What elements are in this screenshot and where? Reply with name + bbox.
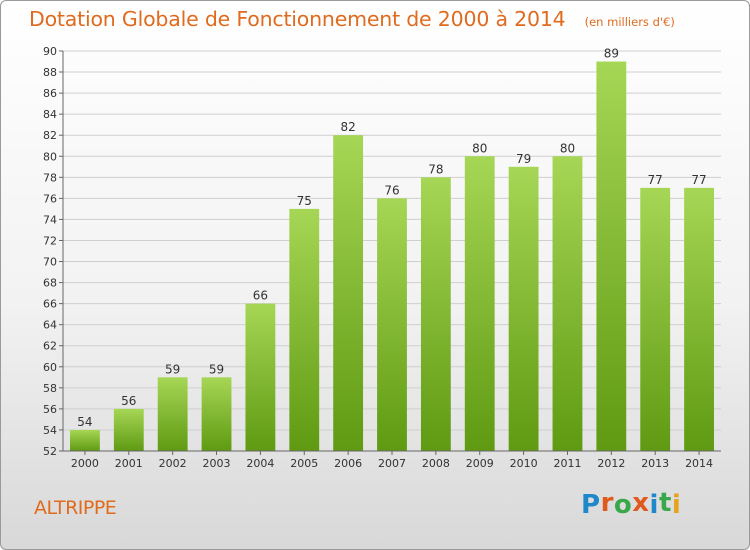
bar-value-label: 54: [77, 415, 92, 429]
bar-2009: [464, 156, 495, 451]
y-tick-label: 84: [43, 108, 57, 121]
y-tick-label: 86: [43, 87, 57, 100]
y-tick-label: 68: [43, 277, 57, 290]
bar-value-label: 56: [121, 394, 136, 408]
y-tick-label: 70: [43, 256, 57, 269]
y-tick-label: 56: [43, 403, 57, 416]
bar-value-label: 66: [253, 289, 268, 303]
y-tick-label: 52: [43, 445, 57, 458]
x-tick-label: 2006: [334, 457, 362, 470]
bar-value-label: 77: [691, 173, 706, 187]
x-tick-label: 2003: [203, 457, 231, 470]
y-tick-label: 58: [43, 382, 57, 395]
y-tick-label: 60: [43, 361, 57, 374]
bar-value-label: 79: [516, 152, 531, 166]
x-tick-label: 2000: [71, 457, 99, 470]
bar-value-label: 80: [560, 141, 575, 155]
y-tick-label: 62: [43, 340, 57, 353]
y-tick-label: 72: [43, 234, 57, 247]
bar-2012: [596, 61, 627, 452]
bar-2008: [420, 177, 451, 451]
bar-2010: [508, 166, 539, 451]
x-tick-label: 2013: [641, 457, 669, 470]
proxiti-logo: Proxiti: [581, 488, 682, 520]
bar-2002: [157, 377, 188, 451]
x-tick-label: 2004: [246, 457, 274, 470]
x-tick-label: 2005: [290, 457, 318, 470]
bar-value-label: 80: [472, 141, 487, 155]
x-tick-label: 2008: [422, 457, 450, 470]
chart-title: Dotation Globale de Fonctionnement de 20…: [29, 7, 675, 31]
bar-value-label: 59: [165, 362, 180, 376]
y-tick-label: 90: [43, 45, 57, 58]
bar-value-label: 78: [428, 162, 443, 176]
y-tick-label: 76: [43, 192, 57, 205]
bar-2006: [333, 135, 364, 452]
x-tick-label: 2012: [597, 457, 625, 470]
bar-2000: [70, 429, 100, 451]
bars: 54 56 59 59 66 75 82 76 78 80 79 80 89 77 77: [70, 47, 714, 452]
x-tick-label: 2011: [553, 457, 581, 470]
y-tick-label: 80: [43, 150, 57, 163]
bar-value-label: 59: [209, 362, 224, 376]
y-tick-label: 74: [43, 213, 57, 226]
bar-2014: [684, 187, 714, 451]
title-unit: (en milliers d'€): [584, 15, 675, 29]
bar-value-label: 76: [384, 183, 399, 197]
y-tick-label: 82: [43, 129, 57, 142]
x-tick-label: 2001: [115, 457, 143, 470]
bar-2011: [552, 156, 583, 451]
axes: 52 54 56 58 60 62 64 66 68 70 72 74 76 78 80 82 84 86 88 90…: [43, 45, 721, 470]
y-tick-label: 54: [43, 424, 57, 437]
bar-2003: [201, 377, 232, 451]
bar-value-label: 89: [604, 47, 619, 61]
bar-2001: [113, 408, 144, 451]
y-tick-label: 78: [43, 171, 57, 184]
y-tick-label: 66: [43, 298, 57, 311]
title-main: Dotation Globale de Fonctionnement de 20…: [29, 7, 566, 31]
bar-value-label: 82: [340, 120, 355, 134]
bar-2004: [245, 303, 276, 451]
bar-2007: [377, 198, 407, 451]
commune-name: ALTRIPPE: [34, 497, 117, 519]
bar-2005: [289, 208, 320, 451]
x-tick-label: 2002: [159, 457, 187, 470]
bar-2013: [640, 187, 671, 451]
x-tick-label: 2007: [378, 457, 406, 470]
x-tick-label: 2014: [685, 457, 713, 470]
y-tick-label: 64: [43, 319, 57, 332]
x-tick-label: 2009: [466, 457, 494, 470]
bar-value-label: 77: [648, 173, 663, 187]
y-tick-label: 88: [43, 66, 57, 79]
bar-value-label: 75: [297, 194, 312, 208]
x-tick-label: 2010: [510, 457, 538, 470]
